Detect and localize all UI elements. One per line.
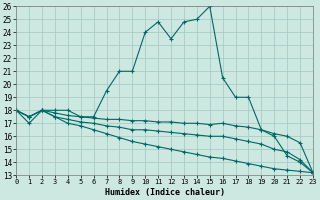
X-axis label: Humidex (Indice chaleur): Humidex (Indice chaleur) bbox=[105, 188, 225, 197]
